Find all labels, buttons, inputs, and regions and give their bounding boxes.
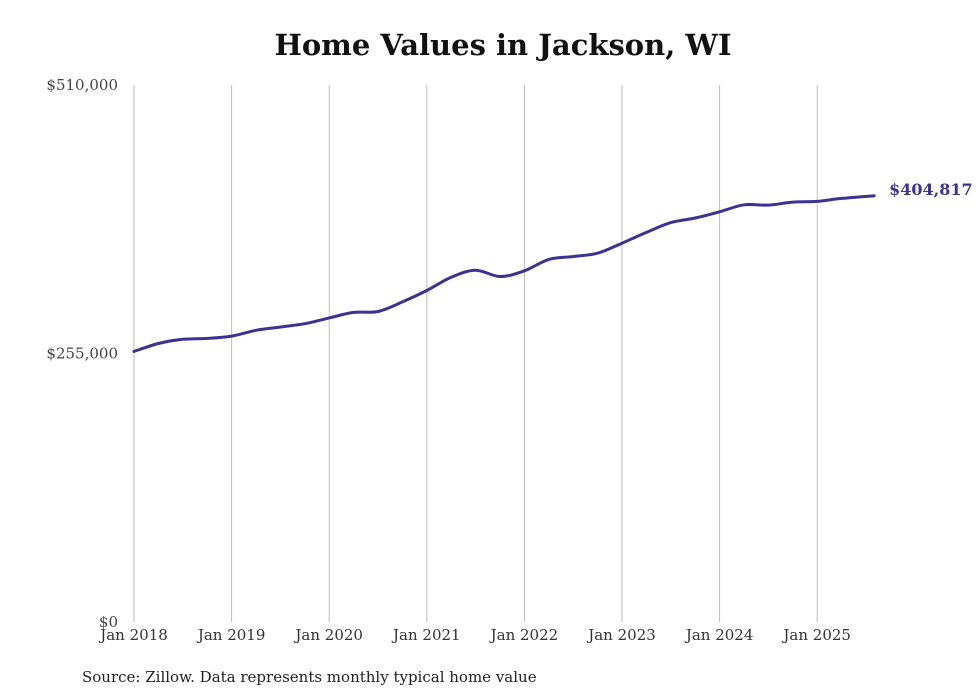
x-axis-tick-labels: Jan 2018 Jan 2019 Jan 2020 Jan 2021 Jan 2022… <box>98 626 851 644</box>
x-tick-label: Jan 2023 <box>586 626 656 644</box>
y-axis-tick-labels: $0 $255,000 $510,000 <box>46 76 118 631</box>
x-tick-label: Jan 2019 <box>196 626 266 644</box>
x-tick-label: Jan 2025 <box>781 626 851 644</box>
x-tick-label: Jan 2024 <box>684 626 754 644</box>
y-tick-label: $0 <box>99 613 118 631</box>
x-tick-label: Jan 2018 <box>98 626 168 644</box>
end-value-label: $404,817 <box>889 180 973 199</box>
gridlines <box>133 85 818 622</box>
source-note: Source: Zillow. Data represents monthly … <box>82 668 537 686</box>
chart-title: Home Values in Jackson, WI <box>274 28 732 62</box>
y-tick-label: $510,000 <box>46 76 118 94</box>
x-tick-label: Jan 2022 <box>489 626 559 644</box>
series-layer: $404,817 <box>132 180 973 353</box>
x-tick-label: Jan 2021 <box>391 626 461 644</box>
y-tick-label: $255,000 <box>46 345 118 363</box>
series-line <box>132 194 876 353</box>
x-tick-label: Jan 2020 <box>293 626 363 644</box>
